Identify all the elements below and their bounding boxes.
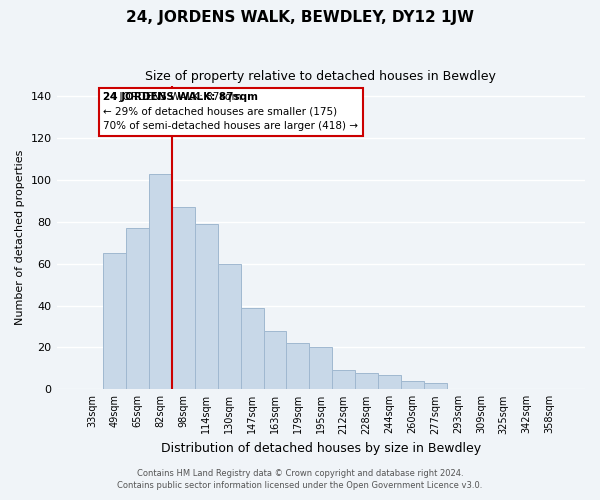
Text: 24 JORDENS WALK: 87sqm
← 29% of detached houses are smaller (175)
70% of semi-de: 24 JORDENS WALK: 87sqm ← 29% of detached…	[103, 92, 358, 132]
Text: Contains HM Land Registry data © Crown copyright and database right 2024.
Contai: Contains HM Land Registry data © Crown c…	[118, 468, 482, 490]
Bar	[424, 383, 446, 390]
Bar	[310, 348, 332, 390]
Title: Size of property relative to detached houses in Bewdley: Size of property relative to detached ho…	[145, 70, 496, 83]
Bar	[195, 224, 218, 390]
X-axis label: Distribution of detached houses by size in Bewdley: Distribution of detached houses by size …	[161, 442, 481, 455]
Bar	[103, 253, 127, 390]
Bar	[218, 264, 241, 390]
Bar	[241, 308, 263, 390]
Bar	[401, 381, 424, 390]
Bar	[286, 343, 310, 390]
Bar	[378, 374, 401, 390]
Bar	[355, 372, 378, 390]
Bar	[332, 370, 355, 390]
Text: 24 JORDENS WALK: 87sqm: 24 JORDENS WALK: 87sqm	[103, 92, 259, 102]
Bar	[263, 330, 286, 390]
Y-axis label: Number of detached properties: Number of detached properties	[15, 150, 25, 325]
Bar	[127, 228, 149, 390]
Bar	[172, 207, 195, 390]
Text: 24, JORDENS WALK, BEWDLEY, DY12 1JW: 24, JORDENS WALK, BEWDLEY, DY12 1JW	[126, 10, 474, 25]
Bar	[149, 174, 172, 390]
